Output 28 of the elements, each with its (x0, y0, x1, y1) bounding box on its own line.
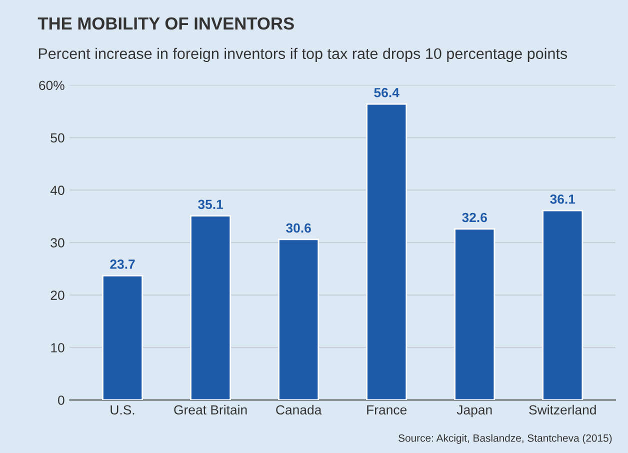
bar (366, 103, 408, 400)
data-label: 35.1 (198, 200, 224, 210)
y-tick-label: 0 (58, 396, 64, 405)
data-label: 32.6 (462, 212, 487, 222)
y-tick-label: 50 (50, 133, 64, 143)
x-tick-label: U.S. (110, 405, 134, 415)
bar (278, 238, 320, 400)
y-tick-label: 30 (50, 238, 64, 248)
x-tick-label: Great Britain (174, 404, 247, 415)
y-tick-label: 20 (50, 290, 64, 300)
x-tick-label: Canada (276, 404, 322, 415)
y-tick-label: 10 (51, 343, 64, 352)
y-tick-label: 40 (50, 186, 64, 196)
x-tick-label: Switzerland (529, 404, 596, 415)
data-label: 30.6 (286, 223, 311, 233)
chart-subtitle: Percent increase in foreign inventors if top tax rate drops 10 percentage points (38, 48, 568, 62)
x-tick-label: Japan (456, 405, 492, 418)
bar (454, 228, 496, 400)
data-label: 56.4 (374, 88, 400, 98)
source-note: Source: Akcigit, Baslandze, Stantcheva (2015) (398, 434, 612, 444)
data-label: 36.1 (550, 194, 576, 204)
data-label: 23.7 (110, 260, 135, 269)
bar (190, 215, 232, 400)
x-tick-label: France (367, 405, 407, 415)
y-tick-label: 60% (39, 80, 64, 90)
bar (542, 210, 584, 400)
chart-title: THE MOBILITY OF INVENTORS (38, 17, 294, 30)
bar (102, 274, 144, 400)
